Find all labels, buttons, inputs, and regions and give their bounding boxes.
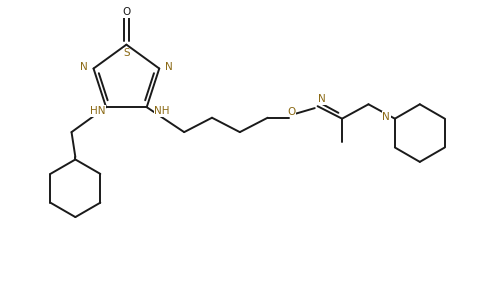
Text: HN: HN [90, 106, 105, 116]
Text: N: N [80, 62, 88, 72]
Text: NH: NH [154, 106, 170, 116]
Text: N: N [318, 94, 325, 105]
Text: O: O [287, 107, 295, 117]
Text: N: N [165, 62, 173, 72]
Text: N: N [383, 112, 390, 122]
Text: S: S [123, 48, 130, 58]
Text: O: O [122, 7, 130, 17]
